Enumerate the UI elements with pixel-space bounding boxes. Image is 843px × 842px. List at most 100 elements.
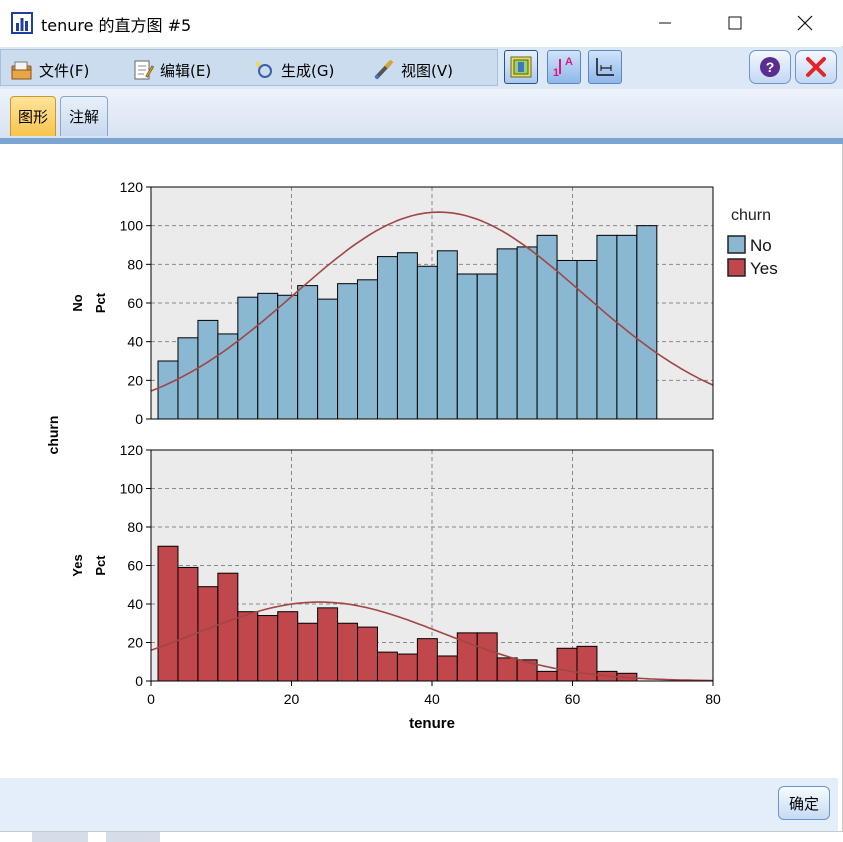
- histogram-bar: [516, 246, 538, 420]
- y-tick-label: 0: [135, 673, 143, 689]
- histogram-chart: 0 20 40 60 80 100 120 No Pct 0 20 40 60 80 100 120 Yes Pc…: [45, 179, 778, 732]
- y-tick-label: 60: [127, 295, 143, 311]
- graph-edit-icon: [510, 56, 532, 78]
- panel-label: Yes: [70, 554, 85, 576]
- row-axis-label: churn: [45, 416, 61, 455]
- taskbar-fragment: [106, 832, 160, 842]
- legend-entry: Yes: [750, 259, 778, 278]
- menu-strip: 文件(F) 编辑(E) 生成(G): [0, 49, 498, 86]
- histogram-bar: [297, 622, 319, 682]
- histogram-bar: [496, 248, 518, 420]
- menu-generate[interactable]: 生成(G): [253, 60, 334, 80]
- legend-swatch: [727, 258, 746, 277]
- close-dialog-button[interactable]: [795, 50, 837, 84]
- histogram-bar: [177, 566, 199, 682]
- histogram-icon: [11, 12, 33, 34]
- edit-icon: [134, 60, 154, 80]
- y-tick-label: 0: [135, 411, 143, 427]
- histogram-bar: [237, 296, 259, 420]
- svg-text:1: 1: [553, 67, 559, 79]
- y-axis-label: Pct: [93, 292, 108, 313]
- x-axis-label: tenure: [409, 715, 455, 732]
- y-tick-label: 40: [127, 334, 143, 350]
- taskbar-fragment: [32, 832, 88, 842]
- graph-edit-button[interactable]: [504, 50, 538, 84]
- y-axis-label: Pct: [93, 555, 108, 576]
- histogram-bar: [376, 256, 398, 420]
- histogram-bar: [277, 294, 299, 420]
- y-tick-label: 60: [127, 558, 143, 574]
- histogram-bar: [157, 545, 179, 682]
- help-icon: ?: [760, 57, 780, 77]
- x-tick-label: 80: [705, 691, 721, 707]
- close-red-icon: [806, 57, 826, 77]
- legend-swatch: [727, 235, 746, 254]
- menu-file[interactable]: 文件(F): [11, 60, 89, 80]
- histogram-bar: [576, 645, 598, 682]
- legend-title: churn: [731, 207, 771, 224]
- menu-edit-label: 编辑(E): [160, 61, 212, 80]
- sort-button[interactable]: 1 A: [547, 50, 581, 84]
- tab-annotation[interactable]: 注解: [60, 96, 108, 136]
- svg-text:A: A: [565, 56, 573, 68]
- footer-bar: 确定: [0, 778, 838, 831]
- panel-label: No: [70, 294, 85, 311]
- menu-edit[interactable]: 编辑(E): [132, 60, 211, 80]
- maximize-button[interactable]: [700, 0, 770, 46]
- histogram-bar: [177, 337, 199, 420]
- x-tick-label: 20: [284, 691, 300, 707]
- histogram-bar: [337, 283, 359, 420]
- folder-icon: [11, 61, 32, 80]
- histogram-bar: [436, 655, 458, 682]
- y-tick-label: 20: [127, 635, 143, 651]
- svg-text:?: ?: [766, 59, 775, 75]
- window-title: tenure 的直方图 #5: [41, 16, 192, 35]
- menu-view[interactable]: 视图(V): [373, 60, 453, 80]
- x-tick-label: 40: [424, 691, 440, 707]
- tab-underline: [0, 138, 843, 144]
- histogram-bar: [556, 647, 578, 682]
- close-icon: [797, 15, 813, 31]
- axis-icon: [596, 58, 614, 76]
- histogram-bar: [317, 298, 339, 420]
- menu-bar: 文件(F) 编辑(E) 生成(G): [0, 47, 843, 89]
- histogram-bar: [636, 225, 658, 420]
- menu-file-label: 文件(F): [39, 61, 90, 80]
- histogram-bar: [596, 234, 618, 420]
- menu-view-label: 视图(V): [401, 61, 453, 80]
- view-icon: [374, 60, 394, 80]
- histogram-bar: [317, 607, 339, 682]
- y-tick-label: 20: [127, 372, 143, 388]
- y-tick-label: 120: [120, 442, 144, 458]
- histogram-bar: [357, 626, 378, 682]
- minimize-button[interactable]: [630, 0, 700, 46]
- histogram-bar: [237, 611, 259, 682]
- histogram-bar: [456, 273, 478, 420]
- histogram-bar: [416, 638, 438, 682]
- sort-icon: 1 A: [553, 56, 573, 79]
- histogram-bar: [416, 265, 438, 420]
- x-tick-label: 0: [147, 691, 155, 707]
- tab-graph[interactable]: 图形: [10, 96, 56, 136]
- histogram-bar: [436, 250, 458, 420]
- close-button[interactable]: [770, 0, 840, 46]
- histogram-bar: [556, 259, 578, 420]
- histogram-bar: [197, 319, 219, 420]
- chart-area: 0 20 40 60 80 100 120 No Pct 0 20 40 60 80 100 120 Yes Pc…: [0, 144, 838, 778]
- ok-button[interactable]: 确定: [778, 786, 830, 820]
- tab-bar: 图形 注解: [0, 89, 843, 139]
- normal-curve: [150, 211, 714, 392]
- histogram-bar: [217, 333, 239, 420]
- title-bar[interactable]: tenure 的直方图 #5: [0, 0, 843, 46]
- histogram-bar: [257, 615, 279, 682]
- histogram-bar: [496, 657, 518, 682]
- y-tick-label: 80: [127, 519, 143, 535]
- help-button[interactable]: ?: [749, 50, 791, 84]
- axis-button[interactable]: [588, 50, 622, 84]
- histogram-bar: [616, 234, 638, 420]
- y-tick-label: 40: [127, 596, 143, 612]
- minimize-icon: [659, 22, 671, 24]
- histogram-bar: [476, 632, 498, 682]
- histogram-bar: [376, 651, 398, 682]
